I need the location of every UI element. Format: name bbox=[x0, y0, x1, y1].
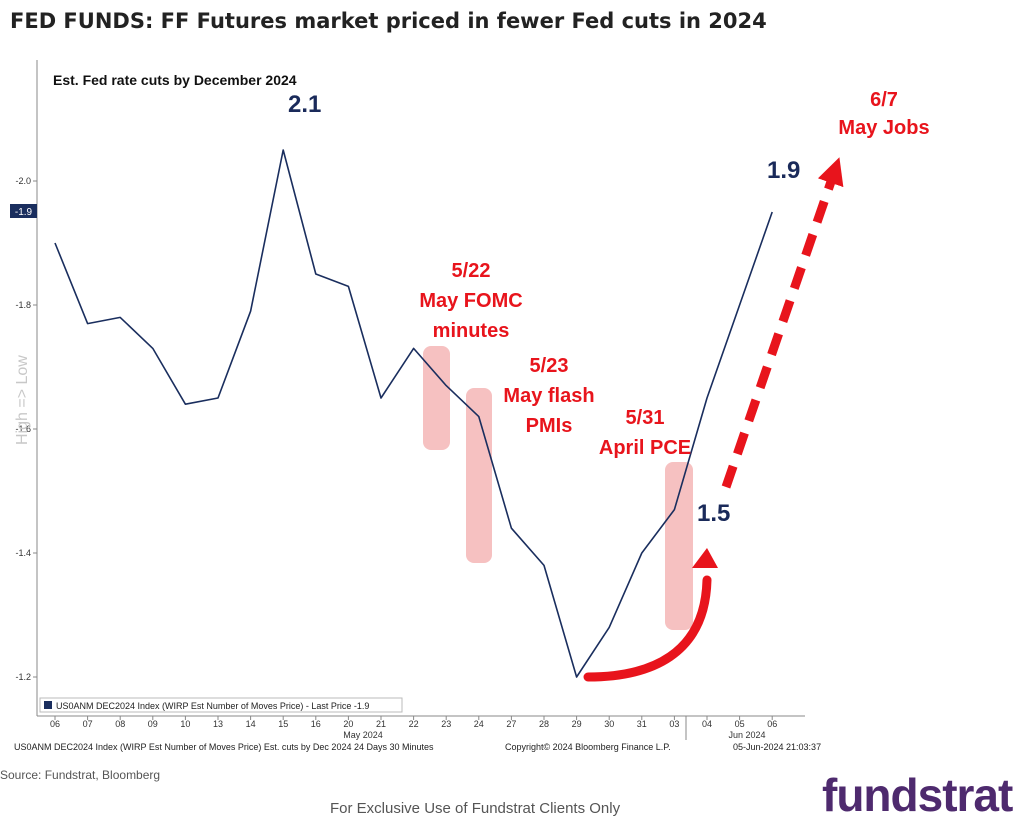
x-tick-label: 08 bbox=[115, 719, 125, 729]
disclaimer: For Exclusive Use of Fundstrat Clients O… bbox=[330, 800, 621, 817]
x-tick-label: 09 bbox=[148, 719, 158, 729]
y-tick-label: -1.4 bbox=[15, 548, 31, 558]
pmi-date: 5/23 bbox=[530, 355, 569, 377]
rebound-arrowhead bbox=[692, 548, 718, 568]
x-tick-label: 06 bbox=[50, 719, 60, 729]
x-tick-label: 24 bbox=[474, 719, 484, 729]
x-tick-label: 14 bbox=[246, 719, 256, 729]
footer-center: Copyright© 2024 Bloomberg Finance L.P. bbox=[505, 742, 671, 752]
y-ticks: -2.0 -1.8 -1.6 -1.4 -1.2 bbox=[15, 176, 37, 682]
fomc-line1: May FOMC bbox=[419, 290, 522, 312]
brand-logo: fundstrat bbox=[822, 769, 1013, 821]
x-tick-label: 22 bbox=[409, 719, 419, 729]
x-tick-label: 16 bbox=[311, 719, 321, 729]
y-tick-label: -1.6 bbox=[15, 424, 31, 434]
series-line bbox=[54, 149, 773, 678]
fomc-line2: minutes bbox=[433, 320, 510, 342]
last-price-tag bbox=[10, 204, 37, 218]
jobs-dashed-arrow bbox=[721, 157, 844, 489]
pce-highlight bbox=[665, 462, 693, 630]
pmi-line1: May flash bbox=[503, 385, 594, 407]
x-tick-label: 03 bbox=[669, 719, 679, 729]
jobs-date: 6/7 bbox=[870, 89, 898, 111]
x-tick-label: 07 bbox=[83, 719, 93, 729]
legend-box bbox=[39, 697, 403, 713]
x-tick-label: 27 bbox=[506, 719, 516, 729]
legend-label: US0ANM DEC2024 Index (WIRP Est Number of… bbox=[56, 701, 369, 711]
x-tick-label: 20 bbox=[343, 719, 353, 729]
rebound-curve-arrow bbox=[583, 575, 712, 682]
x-month-label: May 2024 bbox=[343, 730, 383, 740]
x-tick-label: 04 bbox=[702, 719, 712, 729]
y-tick-label: -1.2 bbox=[15, 672, 31, 682]
fomc-date: 5/22 bbox=[452, 260, 491, 282]
pce-date: 5/31 bbox=[626, 407, 665, 429]
x-tick-label: 10 bbox=[180, 719, 190, 729]
low-label: 1.5 bbox=[697, 500, 730, 527]
fomc-highlight bbox=[423, 346, 450, 450]
y-tick-label: -2.0 bbox=[15, 176, 31, 186]
chart-canvas: -2.0 -1.8 -1.6 -1.4 -1.2 06 07 08 09 10 13 14 15 16 2… bbox=[10, 60, 930, 752]
pce-line1: April PCE bbox=[599, 437, 691, 459]
last-label: 1.9 bbox=[767, 157, 800, 184]
x-tick-label: 13 bbox=[213, 719, 223, 729]
footer-right: 05-Jun-2024 21:03:37 bbox=[733, 742, 821, 752]
chart-subtitle: Est. Fed rate cuts by December 2024 bbox=[53, 72, 297, 88]
x-tick-label: 29 bbox=[572, 719, 582, 729]
y-axis-label: High => Low bbox=[14, 355, 31, 445]
y-tick-label: -1.8 bbox=[15, 300, 31, 310]
x-tick-label: 30 bbox=[604, 719, 614, 729]
x-tick-label: 06 bbox=[767, 719, 777, 729]
pmi-highlight bbox=[466, 388, 492, 563]
x-ticks: 06 07 08 09 10 13 14 15 16 20 21 22 23 24 27 28 29 30 31 03… bbox=[50, 716, 777, 740]
legend-swatch bbox=[44, 701, 52, 709]
jobs-line1: May Jobs bbox=[838, 117, 929, 139]
x-tick-label: 23 bbox=[441, 719, 451, 729]
x-tick-label: 21 bbox=[376, 719, 386, 729]
source-note: Source: Fundstrat, Bloomberg bbox=[0, 768, 161, 782]
x-tick-label: 15 bbox=[278, 719, 288, 729]
last-price-tag-label: -1.9 bbox=[15, 207, 33, 218]
x-tick-label: 28 bbox=[539, 719, 549, 729]
peak-label: 2.1 bbox=[288, 91, 321, 118]
x-month-label: Jun 2024 bbox=[728, 730, 765, 740]
x-tick-label: 05 bbox=[735, 719, 745, 729]
pmi-line2: PMIs bbox=[526, 415, 573, 437]
footer-left: US0ANM DEC2024 Index (WIRP Est Number of… bbox=[14, 742, 434, 752]
x-tick-label: 31 bbox=[637, 719, 647, 729]
chart-title: FED FUNDS: FF Futures market priced in f… bbox=[10, 9, 767, 33]
